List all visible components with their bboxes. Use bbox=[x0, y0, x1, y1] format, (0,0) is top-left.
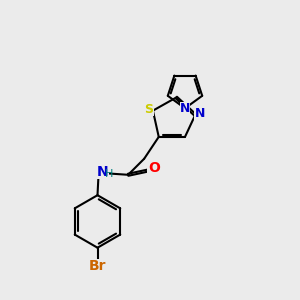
Text: O: O bbox=[148, 161, 160, 175]
Text: N: N bbox=[97, 165, 109, 179]
Text: N: N bbox=[180, 102, 190, 115]
Text: S: S bbox=[144, 103, 153, 116]
Text: Br: Br bbox=[89, 260, 106, 273]
Text: N: N bbox=[194, 107, 205, 120]
Text: H: H bbox=[105, 169, 113, 179]
